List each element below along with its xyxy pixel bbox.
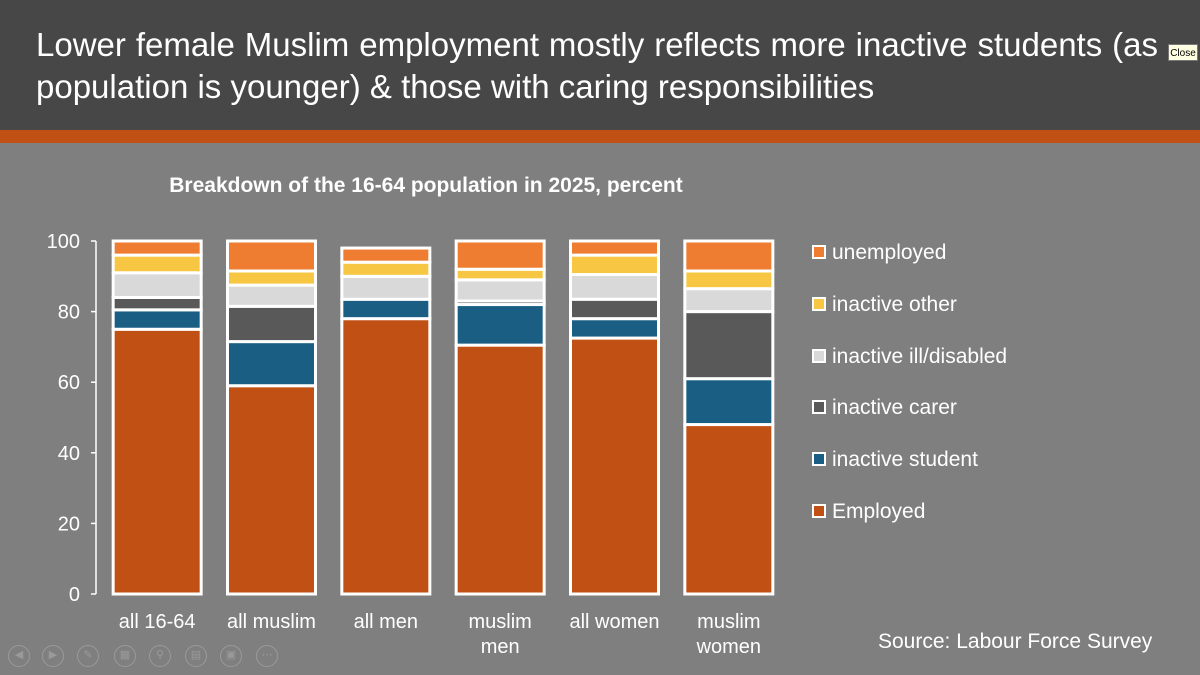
bar-segment <box>683 287 775 314</box>
bar-segment <box>683 377 775 427</box>
screen-icon[interactable]: ▣ <box>220 645 242 667</box>
bar-segment <box>111 253 203 275</box>
legend-swatch <box>812 244 826 259</box>
legend-label: inactive carer <box>832 396 957 420</box>
bar-segment <box>683 239 775 273</box>
y-tick-label: 0 <box>69 584 80 606</box>
legend-swatch <box>812 503 826 518</box>
slide-header <box>0 0 1200 130</box>
source-note: Source: Labour Force Survey <box>878 630 1153 653</box>
x-tick-label: men <box>481 636 520 658</box>
bar-segment <box>569 317 660 340</box>
legend-item: inactive ill/disabled <box>812 344 1007 370</box>
bar-segment <box>340 297 432 321</box>
legend-label: Employed <box>832 500 926 523</box>
legend-swatch <box>812 452 826 467</box>
bar-segment <box>683 423 775 596</box>
legend-swatch <box>812 400 826 415</box>
legend-label: inactive other <box>832 292 957 316</box>
bar-segment <box>454 239 546 271</box>
x-tick-label: all men <box>354 611 418 633</box>
slides-icon[interactable]: ▦ <box>114 645 136 667</box>
bar-segment <box>111 327 203 596</box>
pen-icon[interactable]: ✎ <box>77 645 99 667</box>
x-tick-label: women <box>696 636 761 658</box>
x-tick-label: muslim <box>697 611 760 633</box>
accent-stripe <box>0 130 1200 143</box>
zoom-icon[interactable]: ⚲ <box>149 645 171 667</box>
bar-segment <box>454 343 546 596</box>
bar-segment <box>226 384 317 596</box>
bar-segment <box>569 273 660 301</box>
bar-segment <box>569 297 660 321</box>
legend-label: unemployed <box>832 241 947 264</box>
more-icon[interactable]: ⋯ <box>256 645 278 667</box>
legend-item: Employed <box>812 499 925 525</box>
bar-segment <box>454 303 546 347</box>
bar-segment <box>569 239 660 257</box>
bar-segment <box>340 317 432 596</box>
next-icon[interactable]: ▶ <box>42 645 64 667</box>
bar-segment <box>111 295 203 312</box>
legend-label: inactive ill/disabled <box>832 344 1008 368</box>
y-axis: 0 20 40 60 80 100 <box>47 231 97 606</box>
legend-label: inactive student <box>832 448 978 472</box>
slide-title: Lower female Muslim employment mostly re… <box>36 26 1158 105</box>
bar-segment <box>340 260 432 278</box>
y-tick-label: 20 <box>58 513 80 535</box>
bar-segment <box>111 308 203 331</box>
prev-icon[interactable]: ◀ <box>8 645 30 667</box>
chart-title: Breakdown of the 16-64 population in 202… <box>169 174 682 197</box>
legend-swatch <box>812 296 826 311</box>
bar-segment <box>111 271 203 299</box>
bar-segment <box>454 278 546 303</box>
bar-segment <box>569 336 660 596</box>
bar-segment <box>226 340 317 388</box>
legend-item: inactive carer <box>812 395 957 421</box>
bar-segment <box>683 310 775 381</box>
close-button[interactable]: Close <box>1168 44 1198 61</box>
legend-swatch <box>812 348 826 363</box>
subtitles-icon[interactable]: ▤ <box>185 645 207 667</box>
bar-segment <box>454 267 546 282</box>
bar-segment <box>226 239 317 273</box>
bar-segment <box>226 304 317 344</box>
bar-segment <box>226 269 317 287</box>
x-tick-label: all muslim <box>227 611 316 633</box>
x-axis-labels: all 16-64 all muslim all men muslim men all w… <box>119 611 761 658</box>
y-tick-label: 80 <box>58 302 80 324</box>
legend-item: inactive student <box>812 447 978 473</box>
bar-segment <box>226 283 317 308</box>
bar-segment <box>340 246 432 264</box>
bar-segment <box>340 274 432 301</box>
bar-segment <box>111 239 203 257</box>
y-tick-label: 100 <box>47 231 80 253</box>
bar-segment <box>569 253 660 277</box>
x-tick-label: muslim <box>468 611 531 633</box>
y-tick-label: 60 <box>58 372 80 394</box>
bar-segment <box>683 269 775 291</box>
y-tick-label: 40 <box>58 443 80 465</box>
bars-group <box>111 239 775 596</box>
x-tick-label: all women <box>569 611 659 633</box>
legend-item: unemployed <box>812 240 946 266</box>
x-tick-label: all 16-64 <box>119 611 196 633</box>
legend-item: inactive other <box>812 292 957 318</box>
